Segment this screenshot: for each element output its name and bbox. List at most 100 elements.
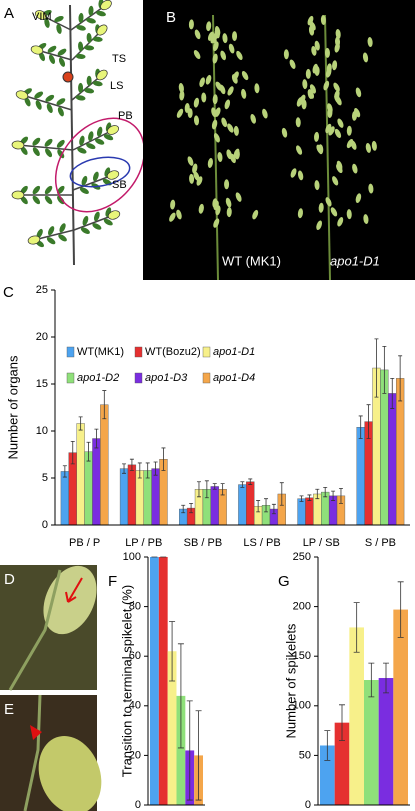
grain (176, 108, 184, 118)
error-bar (324, 730, 331, 761)
leaf (84, 88, 95, 94)
grain (295, 117, 301, 128)
leaf (57, 195, 65, 205)
grain (297, 208, 303, 219)
y-tick-label: 15 (36, 378, 48, 390)
y-tick-label: 40 (129, 700, 141, 712)
leaf (32, 137, 41, 146)
leaf (57, 185, 65, 195)
bar (238, 484, 247, 526)
grain (193, 115, 200, 126)
leaf (47, 45, 57, 53)
bar (84, 451, 93, 526)
grain (314, 65, 320, 76)
bar (119, 468, 129, 526)
error-bar (366, 404, 371, 439)
spikelet (100, 0, 112, 11)
legend-label: apo1-D4 (213, 372, 255, 384)
panel-label: G (278, 573, 290, 590)
error-bar (137, 462, 142, 479)
grain (336, 160, 343, 171)
leaf (86, 143, 96, 150)
leaf (93, 211, 100, 222)
spikelet (30, 45, 44, 55)
leaf (76, 25, 86, 31)
y-tick-label: 150 (293, 650, 311, 662)
grain (283, 49, 289, 60)
leaf (103, 134, 114, 141)
grain (193, 50, 201, 60)
grain (227, 86, 234, 96)
bar (320, 745, 335, 805)
error-bar (398, 355, 403, 402)
bar (158, 557, 168, 805)
error-bar (212, 483, 217, 490)
spikelet (27, 235, 41, 245)
bar (393, 609, 408, 805)
spikelet (106, 125, 120, 135)
grain (346, 125, 352, 136)
grain (332, 176, 339, 186)
bar (100, 404, 109, 526)
branch (21, 94, 73, 111)
grain (178, 83, 184, 93)
legend-swatch (66, 372, 75, 384)
leaf (92, 36, 103, 42)
photo-caption: apo1-D1 (330, 253, 380, 268)
grain (194, 29, 201, 40)
grain (318, 144, 324, 155)
error-bar (189, 502, 194, 514)
grain (205, 74, 212, 85)
grain (232, 71, 239, 81)
grain (367, 37, 373, 47)
panel-label: C (3, 284, 14, 301)
error-bar (78, 416, 83, 431)
grain (193, 171, 200, 181)
leaf (96, 10, 106, 17)
grain (307, 15, 314, 26)
bar (349, 627, 364, 805)
grain (365, 142, 371, 153)
bar (76, 423, 85, 526)
error-bar (204, 480, 209, 499)
leaf (32, 147, 40, 157)
circle-sb (69, 156, 131, 188)
legend-label: apo1-D2 (77, 372, 119, 384)
diagram-label: VIM (32, 11, 52, 23)
error-bar (383, 662, 389, 694)
grain (327, 108, 333, 119)
error-bar (161, 447, 166, 471)
grain (235, 192, 242, 202)
error-bar (181, 504, 186, 514)
grain (170, 199, 176, 210)
error-bar (177, 643, 184, 749)
x-tick-label: PB / P (69, 537, 100, 549)
leaf (59, 223, 66, 233)
bar (60, 471, 70, 526)
spikelet (96, 24, 108, 36)
error-bar (169, 621, 176, 682)
error-bar (331, 490, 336, 501)
error-bar (339, 704, 345, 741)
grain (184, 103, 190, 114)
y-tick-label: 100 (123, 551, 141, 563)
error-bar (323, 487, 328, 498)
arrowhead (30, 725, 42, 740)
diagram-label: SB (112, 179, 127, 191)
grain (308, 25, 315, 36)
bar (297, 498, 306, 526)
grain (290, 168, 297, 178)
grain (236, 50, 243, 60)
bar (150, 557, 159, 805)
grain (212, 53, 218, 64)
grain (314, 180, 320, 191)
bar (334, 722, 350, 805)
leaf (79, 187, 89, 194)
error-bar (374, 338, 379, 398)
grain (309, 84, 317, 94)
bar (388, 393, 397, 526)
error-bar (264, 498, 269, 513)
error-bar (145, 462, 150, 479)
photo (143, 0, 415, 280)
